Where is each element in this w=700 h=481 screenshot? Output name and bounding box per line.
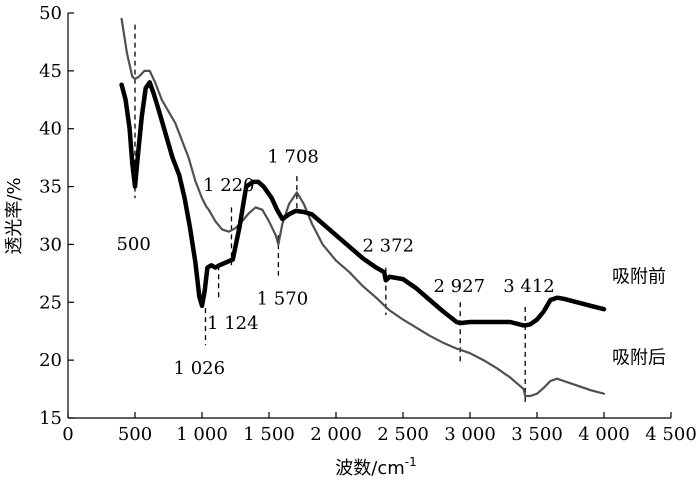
peak-label: 1 708 xyxy=(267,146,319,167)
x-axis-title-exponent: -1 xyxy=(405,455,417,469)
y-tick-label: 40 xyxy=(39,119,62,140)
x-axis-title: 波数/cm-1 xyxy=(335,455,416,479)
series-label: 吸附前 xyxy=(612,267,666,288)
y-axis-title: 透光率/% xyxy=(4,177,25,254)
x-tick-label: 2 000 xyxy=(310,424,362,445)
x-tick-label: 1 000 xyxy=(176,424,228,445)
x-tick-label: 3 500 xyxy=(511,424,563,445)
peak-annotation-labels: 500 1 026 1 124 1 220 1 570 1 708 2 372 2 927 3 … xyxy=(116,146,554,379)
y-tick-label: 35 xyxy=(39,177,62,198)
peak-label: 1 026 xyxy=(174,358,226,379)
x-tick-label: 4 500 xyxy=(645,424,697,445)
axes xyxy=(67,13,671,419)
peak-label: 1 124 xyxy=(207,313,259,334)
x-tick-label: 3 000 xyxy=(444,424,496,445)
series-line xyxy=(119,80,607,328)
y-ticks: 15 20 25 30 35 40 45 50 xyxy=(39,3,74,429)
y-tick-label: 45 xyxy=(39,61,62,82)
y-tick-label: 20 xyxy=(39,350,62,371)
y-tick-label: 25 xyxy=(39,292,62,313)
series-layer xyxy=(119,17,607,398)
peak-label: 1 570 xyxy=(257,289,309,310)
x-tick-label: 4 000 xyxy=(578,424,630,445)
peak-label: 3 412 xyxy=(503,276,555,297)
x-tick-label: 2 500 xyxy=(377,424,429,445)
x-tick-label: 1 500 xyxy=(243,424,295,445)
y-tick-label: 15 xyxy=(39,408,62,429)
peak-label: 1 220 xyxy=(203,175,255,196)
peak-annotation-lines xyxy=(134,24,526,403)
peak-label: 2 927 xyxy=(434,276,486,297)
x-tick-label: 500 xyxy=(118,424,152,445)
x-axis-title-text: 波数/cm xyxy=(335,458,405,479)
x-ticks: 0 500 1 000 1 500 2 000 2 500 3 000 3 500 4 000 4… xyxy=(62,412,697,445)
peak-label: 500 xyxy=(116,234,150,255)
series-line xyxy=(120,17,606,398)
peak-label: 2 372 xyxy=(362,235,414,256)
y-tick-label: 50 xyxy=(39,3,62,24)
y-tick-label: 30 xyxy=(39,234,62,255)
x-tick-label: 0 xyxy=(62,424,73,445)
series-label: 吸附后 xyxy=(612,348,666,369)
